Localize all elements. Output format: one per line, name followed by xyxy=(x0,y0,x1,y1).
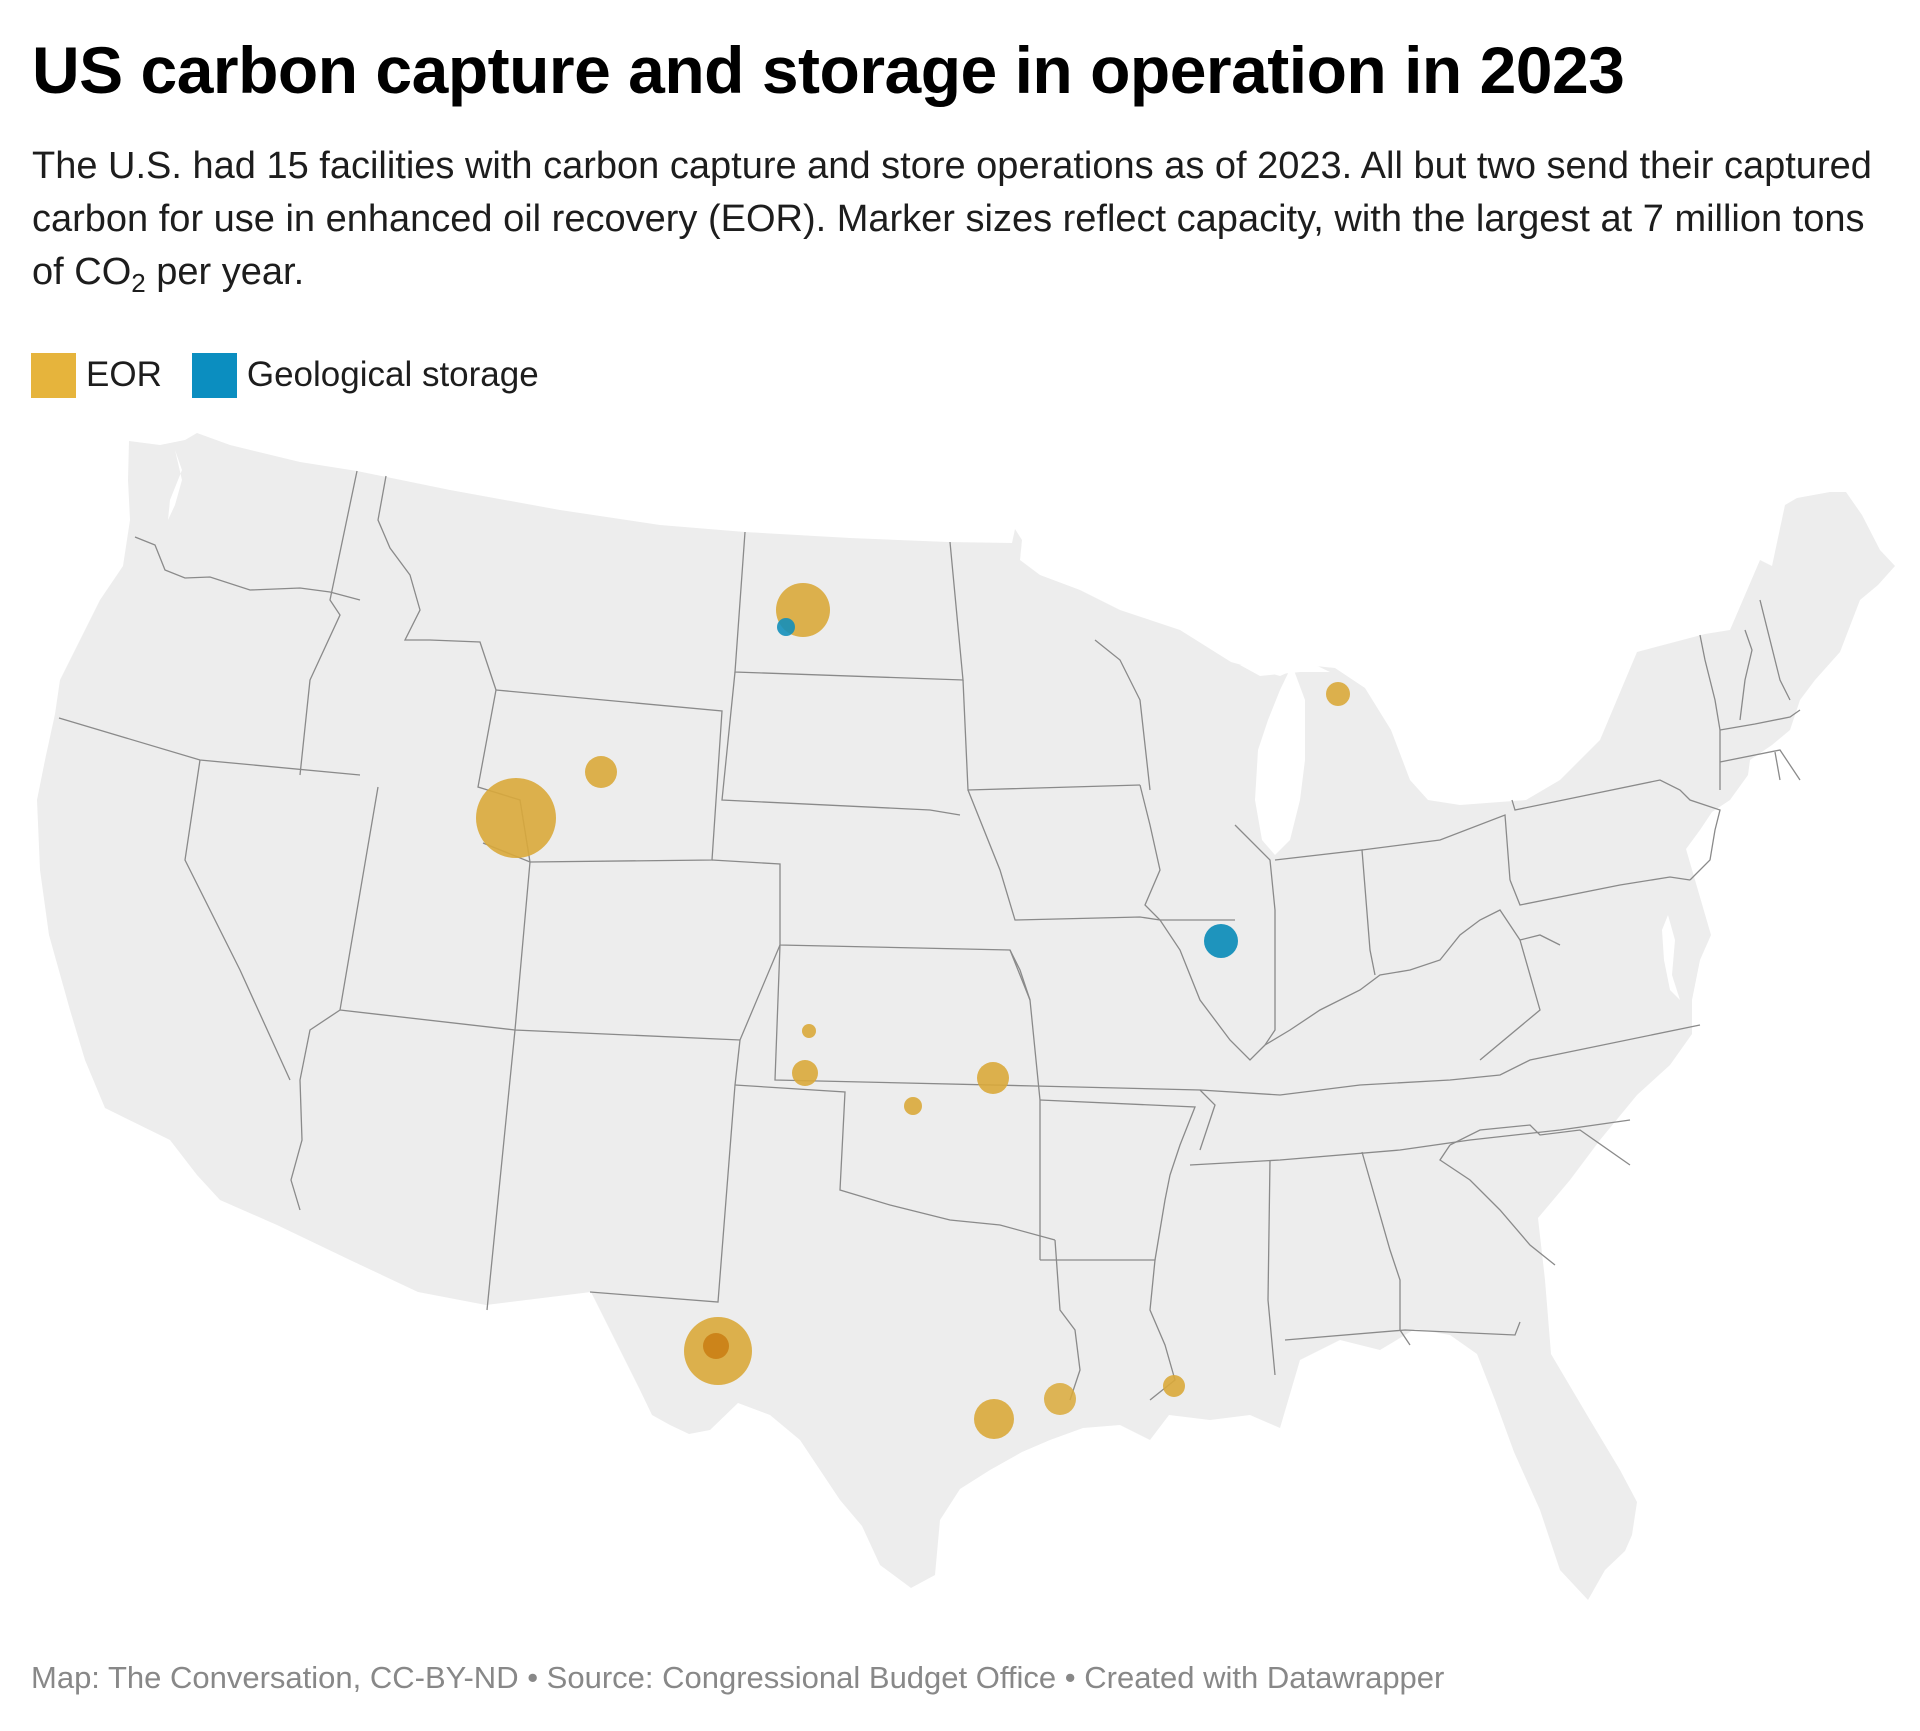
chart-subtitle: The U.S. had 15 facilities with carbon c… xyxy=(32,140,1902,299)
marker-eor-kansas-west[interactable] xyxy=(802,1024,816,1038)
legend-label-geological-storage: Geological storage xyxy=(246,355,539,394)
footer-credits: Map: The Conversation, CC-BY-ND • Source… xyxy=(31,1660,1445,1695)
legend-item-eor: EOR xyxy=(31,352,162,398)
us-map xyxy=(37,433,1895,1600)
marker-eor-port-arthur[interactable] xyxy=(1044,1383,1076,1415)
eor-swatch-icon xyxy=(31,352,76,398)
geological-storage-swatch-icon xyxy=(191,352,237,398)
legend-item-geological-storage: Geological storage xyxy=(191,352,539,398)
marker-eor-wyoming-large[interactable] xyxy=(476,778,556,858)
subtitle-text-end: per year. xyxy=(145,251,305,293)
lake-superior-edge xyxy=(1240,660,1330,676)
puget-sound xyxy=(168,450,182,520)
marker-eor-oklahoma-central[interactable] xyxy=(904,1097,922,1115)
lake-huron-edge xyxy=(1370,675,1430,775)
facility-markers xyxy=(476,583,1350,1439)
marker-eor-wyoming-small[interactable] xyxy=(585,756,617,788)
subtitle-subscript: 2 xyxy=(131,268,146,298)
legend: EOR Geological storage xyxy=(31,352,569,398)
state-borders xyxy=(58,470,1801,1401)
marker-geological-north-dakota[interactable] xyxy=(777,618,795,636)
marker-eor-houston[interactable] xyxy=(974,1399,1014,1439)
marker-eor-michigan[interactable] xyxy=(1326,682,1350,706)
chesapeake-bay xyxy=(1662,915,1680,1000)
legend-label-eor: EOR xyxy=(86,355,162,394)
chart-title: US carbon capture and storage in operati… xyxy=(32,33,1625,107)
marker-eor-louisiana[interactable] xyxy=(1163,1375,1185,1397)
marker-geological-illinois[interactable] xyxy=(1204,924,1238,958)
marker-eor-ks-ok-east[interactable] xyxy=(977,1062,1009,1094)
marker-eor-ks-ok-west[interactable] xyxy=(792,1060,818,1086)
subtitle-text: The U.S. had 15 facilities with carbon c… xyxy=(32,145,1872,293)
lake-michigan xyxy=(1255,665,1305,855)
us-landmass xyxy=(37,433,1895,1600)
marker-eor-west-texas-small[interactable] xyxy=(703,1333,729,1359)
